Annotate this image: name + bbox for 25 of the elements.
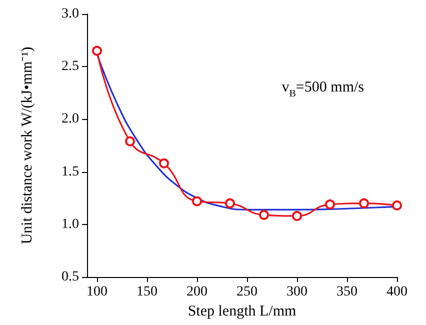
x-tick-label: 400: [386, 284, 408, 300]
y-tick-label: 2.0: [62, 112, 79, 127]
y-tick-label: 2.5: [62, 59, 79, 74]
point: [259, 210, 269, 220]
y-tick-label: 1.0: [62, 216, 79, 232]
y-tick-label: 3.0: [62, 6, 79, 22]
point: [392, 200, 402, 210]
point: [292, 210, 302, 221]
point: [92, 46, 102, 56]
point: [159, 158, 169, 168]
y-tick-label: 0.5: [62, 270, 79, 284]
x-axis-title: Step length L/mm: [188, 303, 296, 320]
point: [225, 198, 235, 208]
point: [359, 198, 369, 208]
point: [125, 136, 135, 146]
x-tick-label: 350: [336, 284, 358, 300]
point: [192, 196, 202, 206]
x-tick-label: 100: [86, 284, 108, 300]
x-tick-label: 200: [186, 284, 208, 300]
y-axis-title: Unit distance work W/(kJ•mm⁻¹): [20, 46, 36, 244]
x-tick-label: 300: [286, 284, 308, 300]
y-tick-label: 1.5: [62, 164, 79, 180]
x-tick-label: 250: [236, 284, 258, 300]
x-tick-label: 150: [136, 284, 158, 300]
point: [325, 199, 335, 210]
